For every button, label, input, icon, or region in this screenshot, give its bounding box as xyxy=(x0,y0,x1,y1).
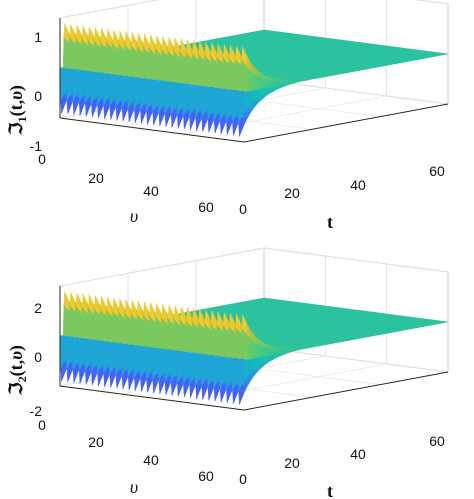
surface-mesh xyxy=(59,23,449,137)
surface-plot-1: 1 0 -1 0 20 40 60 0 20 40 60 ℑ1(t,υ) υ t xyxy=(6,0,449,232)
